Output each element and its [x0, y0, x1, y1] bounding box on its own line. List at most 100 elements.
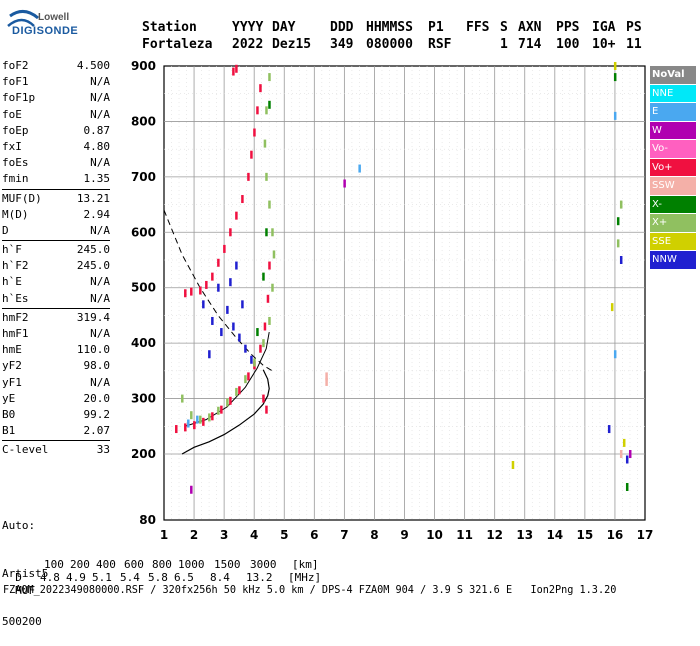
digisonde-logo-mark: [7, 10, 39, 27]
ionogram-plot: 1 2 3 4 5 6 7 8 9 10 11 12 13 14 15 16 17802003004005006…: [131, 59, 654, 542]
x-tick-label: 12: [486, 528, 503, 542]
param-name: foEp: [2, 123, 29, 137]
param-value: 33: [96, 443, 110, 457]
param-name: foF1: [2, 75, 29, 89]
param-value: 20.0: [83, 391, 111, 405]
echo-point-w: [343, 179, 346, 188]
muf-distance-value: 1000: [178, 558, 205, 571]
echo-point-vo: [190, 287, 193, 296]
param-row-fof1: foF1 N/A: [2, 74, 110, 90]
echo-point-x: [268, 100, 271, 109]
param-row-hes: h`Es N/A: [2, 291, 110, 307]
echo-point-vo: [259, 84, 262, 93]
muf-distance-value: 3000: [250, 558, 277, 571]
param-value: N/A: [90, 291, 110, 305]
echo-point-w: [190, 485, 193, 494]
header-label-iga: IGA: [592, 20, 616, 35]
param-name: M(D): [2, 207, 29, 221]
header-label-p1: P1: [428, 20, 444, 35]
echo-point-x: [208, 413, 211, 422]
muf-value-label: MUF: [15, 584, 36, 597]
param-value: N/A: [90, 223, 110, 237]
legend-item-vo: Vo-: [650, 140, 696, 158]
echo-point-vo: [175, 425, 178, 434]
echo-point-ssw: [619, 450, 623, 458]
header-value-station: Fortaleza: [142, 37, 213, 52]
header-value-s: 1: [500, 37, 508, 52]
param-name: yE: [2, 391, 16, 405]
echo-point-vo: [229, 396, 232, 405]
param-row-md: M(D) 2.94: [2, 207, 110, 223]
param-row-hmf1: hmF1 N/A: [2, 326, 110, 342]
model-profile-dashed: [163, 209, 273, 372]
logo-text-lowell: Lowell: [38, 12, 70, 23]
echo-point-x: [268, 200, 271, 209]
param-name: foE: [2, 107, 22, 121]
param-value: 13.21: [76, 191, 110, 205]
echo-point-nnw: [241, 300, 244, 309]
echo-point-vo: [184, 423, 187, 432]
x-tick-label: 15: [577, 528, 594, 542]
header-label-station: Station: [142, 20, 197, 35]
echo-point-x: [625, 483, 629, 491]
muf-value: 6.5: [174, 571, 194, 584]
echo-point-nnw: [607, 425, 611, 434]
param-separator: [2, 188, 110, 190]
param-name: hmF2: [2, 310, 29, 324]
echo-point-vo: [211, 272, 214, 281]
echo-point-x: [244, 375, 247, 384]
true-height-profile: [181, 369, 270, 455]
echo-point-x: [199, 415, 202, 424]
echo-point-vo: [247, 172, 250, 181]
echo-point-nnw: [220, 328, 223, 337]
echo-point-vo: [217, 258, 220, 267]
param-name: h`F2: [2, 259, 29, 273]
echo-point-vo: [232, 67, 235, 76]
param-name: D: [2, 223, 9, 237]
param-row-hme: hmE 110.0: [2, 342, 110, 358]
echo-point-nnw: [235, 261, 238, 270]
header-value-ps: 11: [626, 37, 642, 52]
param-row-hmf2: hmF2 319.4: [2, 310, 110, 326]
param-row-hf: h`F 245.0: [2, 242, 110, 258]
echo-point-x: [265, 172, 268, 181]
param-value: N/A: [90, 275, 110, 289]
echo-point-vo: [205, 280, 208, 289]
param-value: 4.80: [83, 139, 111, 153]
param-row-yf1: yF1 N/A: [2, 375, 110, 391]
param-row-fof2: foF2 4.500: [2, 58, 110, 74]
echo-point-x: [265, 228, 268, 237]
o-trace-fit: [184, 331, 270, 427]
muf-value: 5.8: [148, 571, 168, 584]
echo-point-vo: [266, 294, 270, 303]
muf-distance-value: 600: [124, 558, 144, 571]
auto-code: 500200: [2, 615, 42, 628]
echo-point-vo: [250, 150, 253, 159]
muf-value-row: MUF: [2, 571, 35, 597]
param-row-b0: B0 99.2: [2, 407, 110, 423]
y-tick-label: 400: [131, 336, 156, 350]
param-name: B0: [2, 407, 16, 421]
param-value: 2.94: [83, 207, 111, 221]
param-separator: [2, 307, 110, 309]
param-value: N/A: [90, 156, 110, 170]
param-name: h`F: [2, 243, 22, 257]
param-separator: [2, 240, 110, 242]
param-row-b1: B1 2.07: [2, 423, 110, 439]
x-tick-label: 4: [250, 528, 258, 542]
header-value-p1: RSF: [428, 37, 452, 52]
param-name: foF1p: [2, 91, 36, 105]
echo-point-vo: [238, 386, 241, 395]
param-value: 99.2: [83, 407, 111, 421]
x-tick-label: 17: [637, 528, 654, 542]
echo-point-e: [613, 111, 617, 120]
param-name: h`Es: [2, 291, 29, 305]
echo-point-nnw: [226, 305, 229, 314]
muf-value-unit: [MHz]: [288, 571, 322, 584]
echo-point-vo: [184, 289, 187, 298]
echo-point-vo: [202, 417, 205, 426]
y-tick-label: 700: [131, 170, 156, 184]
muf-distance-row: D: [2, 558, 22, 584]
param-row-foe: foE N/A: [2, 107, 110, 123]
echo-point-e: [196, 415, 199, 424]
